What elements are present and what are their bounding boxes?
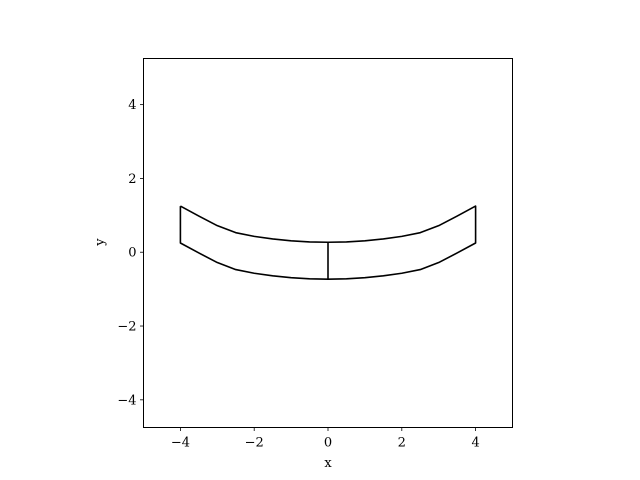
series-layer xyxy=(179,205,477,280)
y-tick-label: 4 xyxy=(128,98,136,113)
x-tick-label: 4 xyxy=(471,436,479,451)
y-tick-label: −2 xyxy=(117,320,136,335)
y-tick-label: −4 xyxy=(117,393,136,408)
x-axis-label: x xyxy=(324,456,332,471)
y-axis-ticks: −4 −2 0 2 4 xyxy=(117,98,144,408)
y-tick-label: 2 xyxy=(128,172,136,187)
x-tick-label: −4 xyxy=(171,436,190,451)
x-tick-label: 2 xyxy=(398,436,406,451)
x-tick-label: −2 xyxy=(245,436,264,451)
series-line-0 xyxy=(179,205,477,280)
x-axis-ticks: −4 −2 0 2 4 xyxy=(171,427,480,451)
x-tick-label: 0 xyxy=(324,436,332,451)
y-tick-label: 0 xyxy=(128,246,136,261)
y-axis-label: y xyxy=(93,238,108,247)
